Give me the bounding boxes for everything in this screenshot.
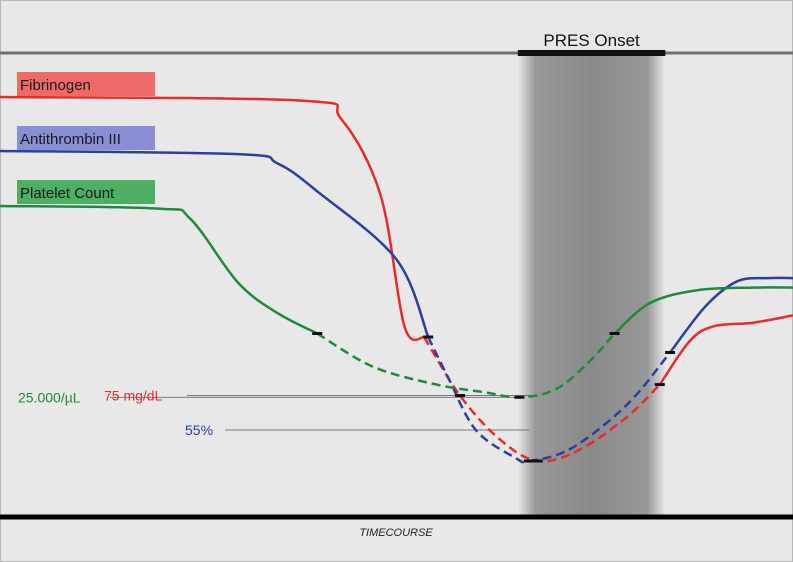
pres-onset-band — [517, 53, 666, 518]
annotation-platelet-count: 25.000/µL — [18, 389, 520, 405]
threshold-annotations: 25.000/µL 75 mg/dL 55% — [18, 387, 538, 438]
series-dashed-platelet-count — [316, 332, 616, 399]
legend-item-platelet-count: Platelet Count — [17, 180, 155, 204]
legend-swatch-platelet-count — [17, 180, 155, 204]
legend-swatch-fibrinogen — [17, 72, 155, 96]
legend: Fibrinogen Antithrombin III Platelet Count — [17, 72, 155, 204]
series-line-fibrinogen — [0, 95, 425, 342]
series-recovery-antithrombin-iii — [669, 276, 793, 354]
pres-onset-header-bar — [517, 50, 666, 56]
annotation-label-platelet-count: 25.000/µL — [18, 389, 81, 405]
legend-label-antithrombin-iii: Antithrombin III — [20, 131, 121, 148]
annotation-antithrombin-iii: 55% — [185, 422, 529, 438]
x-axis-label: TIMECOURSE — [359, 527, 433, 539]
legend-label-fibrinogen: Fibrinogen — [20, 77, 91, 94]
annotation-label-antithrombin-iii: 55% — [185, 422, 213, 438]
series-recovery-fibrinogen — [658, 314, 793, 386]
annotation-label-fibrinogen: 75 mg/dL — [104, 387, 163, 403]
legend-item-fibrinogen: Fibrinogen — [17, 72, 155, 96]
legend-label-platelet-count: Platelet Count — [20, 185, 115, 202]
legend-item-antithrombin-iii: Antithrombin III — [17, 126, 155, 150]
legend-swatch-antithrombin-iii — [17, 126, 155, 150]
series-markers — [312, 332, 676, 463]
annotation-fibrinogen: 75 mg/dL — [104, 387, 538, 403]
series-line-platelet-count — [0, 204, 318, 335]
series-dashed-antithrombin-iii — [427, 336, 672, 464]
pres-onset-label: PRES Onset — [543, 31, 640, 50]
series-line-antithrombin-iii — [0, 149, 430, 338]
series-recovery-platelet-count — [613, 286, 793, 335]
